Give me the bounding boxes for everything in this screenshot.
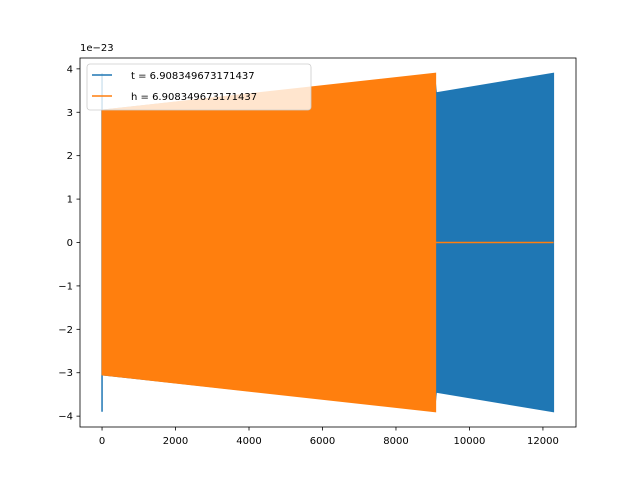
legend-label: t = 6.908349673171437 bbox=[131, 71, 255, 82]
plot-area bbox=[101, 72, 555, 413]
y-tick-label: −2 bbox=[58, 325, 73, 336]
x-tick-label: 12000 bbox=[527, 436, 559, 447]
x-tick-label: 6000 bbox=[310, 436, 335, 447]
x-tick-label: 4000 bbox=[236, 436, 261, 447]
x-tick-label: 2000 bbox=[163, 436, 188, 447]
y-offset-label: 1e−23 bbox=[80, 43, 114, 54]
series-2-band bbox=[101, 72, 437, 413]
y-tick-label: −4 bbox=[58, 412, 73, 423]
x-tick-label: 8000 bbox=[383, 436, 408, 447]
x-tick-label: 10000 bbox=[454, 436, 486, 447]
y-tick-label: −3 bbox=[58, 368, 73, 379]
axes: 0 2000 4000 6000 8000 10000 12000 −4 −3 −2 −1 0 1 2 3 4 bbox=[58, 57, 577, 447]
legend-label: h = 6.908349673171437 bbox=[131, 92, 257, 103]
y-tick-label: 2 bbox=[67, 151, 73, 162]
legend-box bbox=[86, 63, 312, 111]
y-tick-label: 1 bbox=[67, 195, 73, 206]
y-tick-label: 4 bbox=[67, 64, 73, 75]
y-tick-label: 3 bbox=[67, 108, 73, 119]
y-tick-label: 0 bbox=[67, 238, 73, 249]
legend: t = 6.908349673171437 h = 6.9083496731714… bbox=[86, 63, 312, 111]
y-tick-label: −1 bbox=[58, 281, 73, 292]
x-tick-label: 0 bbox=[99, 436, 105, 447]
